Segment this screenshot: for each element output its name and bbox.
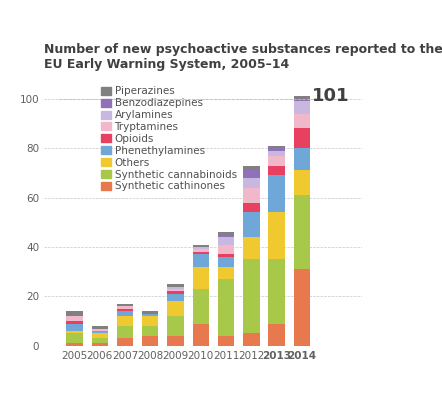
Bar xyxy=(91,326,108,329)
Bar xyxy=(91,334,108,338)
Bar xyxy=(91,331,108,334)
Bar xyxy=(66,331,83,334)
Bar xyxy=(268,259,285,323)
Bar xyxy=(243,171,259,178)
Bar xyxy=(293,96,310,99)
Bar xyxy=(218,279,234,336)
Bar xyxy=(66,323,83,331)
Bar xyxy=(117,309,133,311)
Bar xyxy=(293,114,310,129)
Bar xyxy=(293,129,310,148)
Text: 101: 101 xyxy=(312,87,350,105)
Bar xyxy=(193,267,209,289)
Bar xyxy=(268,323,285,346)
Bar xyxy=(117,304,133,306)
Bar xyxy=(91,338,108,343)
Bar xyxy=(218,237,234,244)
Bar xyxy=(268,213,285,259)
Bar xyxy=(66,311,83,316)
Bar xyxy=(243,202,259,213)
Bar xyxy=(243,178,259,188)
Bar xyxy=(268,146,285,148)
Bar xyxy=(243,213,259,237)
Bar xyxy=(293,101,310,114)
Bar xyxy=(66,316,83,321)
Bar xyxy=(193,244,209,247)
Bar xyxy=(218,232,234,235)
Bar xyxy=(168,301,184,316)
Legend: Piperazines, Benzodiazepines, Arylamines, Tryptamines, Opioids, Phenethylamines,: Piperazines, Benzodiazepines, Arylamines… xyxy=(102,86,236,191)
Bar xyxy=(293,148,310,171)
Bar xyxy=(117,338,133,346)
Bar xyxy=(142,311,159,314)
Bar xyxy=(142,326,159,336)
Bar xyxy=(142,316,159,326)
Bar xyxy=(293,171,310,195)
Bar xyxy=(168,286,184,289)
Bar xyxy=(117,306,133,309)
Bar xyxy=(218,244,234,254)
Bar xyxy=(268,156,285,165)
Bar xyxy=(142,336,159,346)
Bar xyxy=(218,235,234,237)
Bar xyxy=(168,284,184,286)
Bar xyxy=(268,148,285,151)
Bar xyxy=(293,99,310,101)
Bar xyxy=(268,165,285,175)
Bar xyxy=(243,237,259,259)
Bar xyxy=(66,321,83,323)
Bar xyxy=(91,343,108,346)
Bar xyxy=(142,314,159,316)
Bar xyxy=(243,334,259,346)
Bar xyxy=(218,257,234,267)
Bar xyxy=(268,151,285,156)
Bar xyxy=(117,316,133,326)
Bar xyxy=(168,316,184,336)
Bar xyxy=(193,323,209,346)
Bar xyxy=(243,165,259,171)
Bar xyxy=(168,294,184,301)
Text: Number of new psychoactive substances reported to the
EU Early Warning System, 2: Number of new psychoactive substances re… xyxy=(44,43,442,71)
Bar xyxy=(66,334,83,343)
Bar xyxy=(218,254,234,257)
Bar xyxy=(193,250,209,252)
Bar xyxy=(193,247,209,250)
Bar xyxy=(66,343,83,346)
Bar xyxy=(168,289,184,292)
Bar xyxy=(193,252,209,254)
Bar xyxy=(243,188,259,202)
Bar xyxy=(117,311,133,316)
Bar xyxy=(218,336,234,346)
Bar xyxy=(168,336,184,346)
Bar xyxy=(193,254,209,267)
Bar xyxy=(193,289,209,323)
Bar xyxy=(117,326,133,338)
Bar xyxy=(293,195,310,269)
Bar xyxy=(243,259,259,334)
Bar xyxy=(91,329,108,331)
Bar xyxy=(293,269,310,346)
Bar xyxy=(218,267,234,279)
Bar xyxy=(268,175,285,213)
Bar xyxy=(168,292,184,294)
